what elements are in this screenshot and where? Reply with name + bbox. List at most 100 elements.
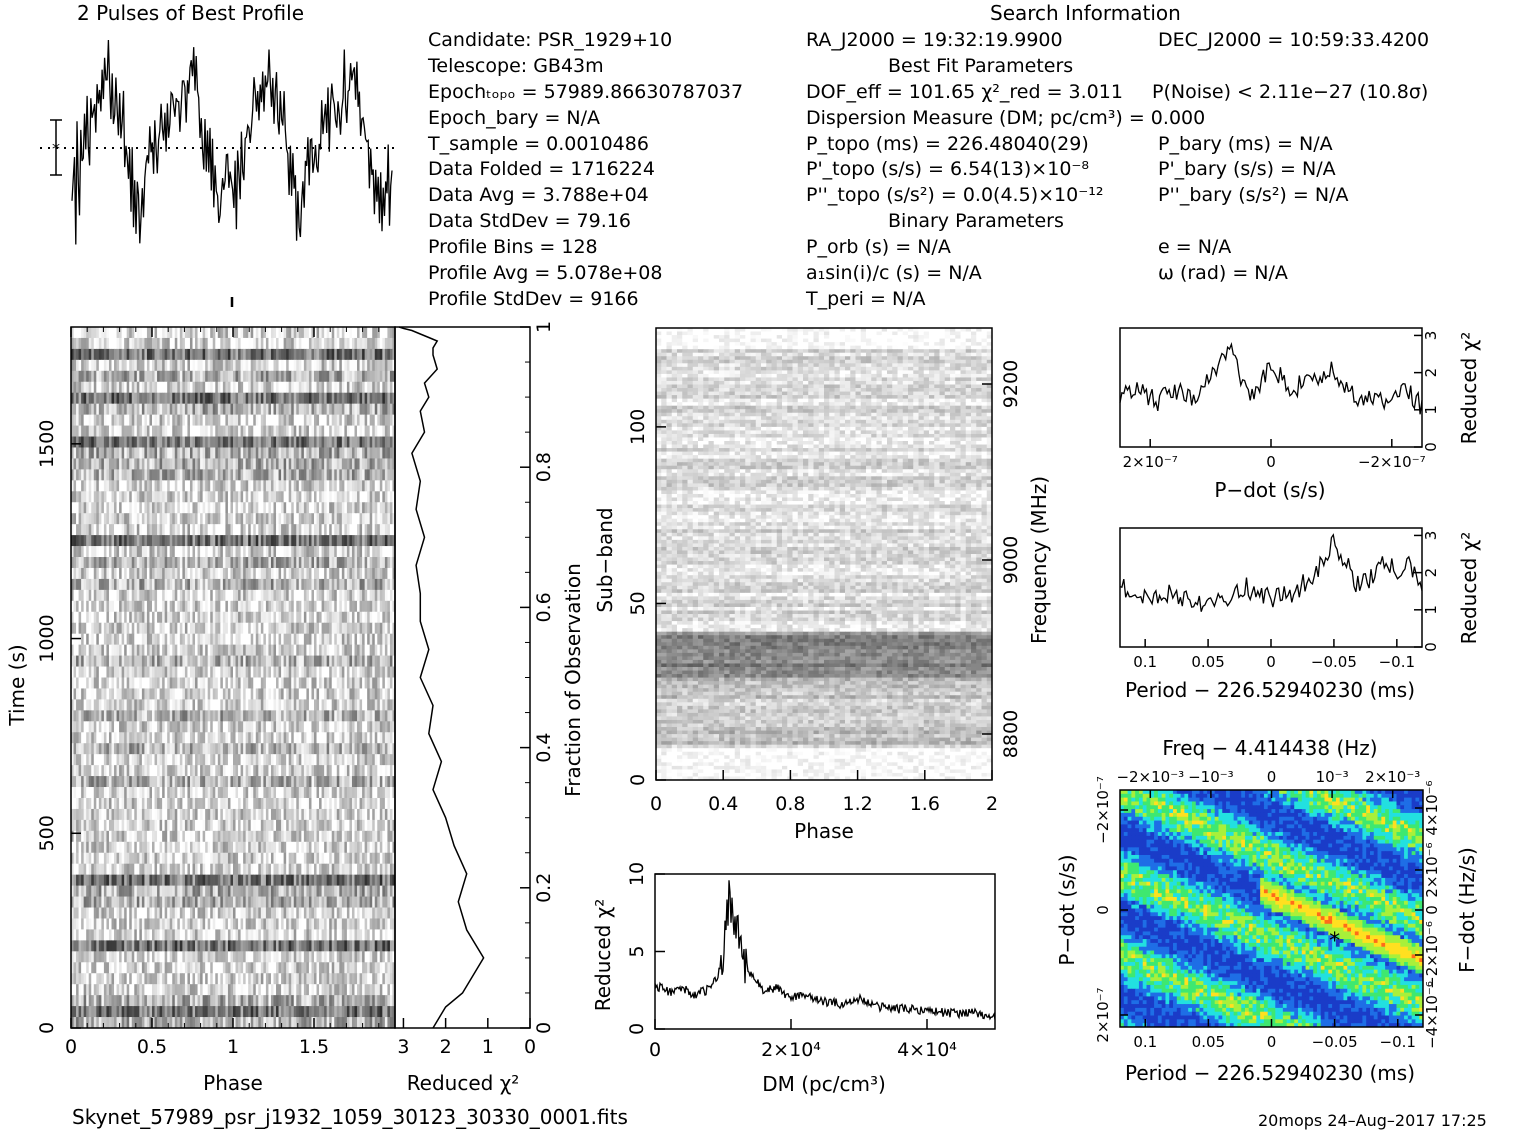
heatmap-cell [103, 513, 107, 525]
heatmap-cell [91, 436, 95, 448]
heatmap-cell [369, 644, 373, 656]
heatmap-cell [212, 567, 216, 580]
heatmap-cell [131, 348, 135, 361]
heatmap-cell [227, 370, 231, 383]
heatmap-cell [306, 688, 310, 700]
heatmap-cell [379, 436, 383, 448]
heatmap-cell [331, 600, 335, 613]
heatmap-cell [268, 502, 272, 514]
info-candidate: Candidate: PSR_1929+10 [428, 31, 672, 50]
heatmap-cell [172, 655, 176, 667]
heatmap-cell [187, 699, 191, 711]
heatmap-cell [334, 403, 338, 416]
heatmap-cell [240, 666, 244, 678]
heatmap-cell [263, 524, 267, 536]
heatmap-cell [154, 502, 158, 514]
heatmap-cell [379, 721, 383, 733]
heatmap-cell [339, 699, 343, 711]
heatmap-cell [119, 600, 123, 613]
heatmap-cell [187, 447, 191, 459]
heatmap-cell [88, 414, 92, 426]
heatmap-cell [362, 327, 366, 339]
heatmap-cell [260, 710, 264, 722]
heatmap-cell [83, 327, 87, 339]
heatmap-cell [321, 589, 325, 602]
heatmap-cell [103, 611, 107, 624]
heatmap-cell [278, 524, 282, 536]
heatmap-cell [250, 359, 254, 372]
heatmap-cell [152, 655, 155, 667]
heatmap-cell [372, 327, 376, 339]
heatmap-cell [250, 666, 254, 678]
heatmap-cell [182, 469, 186, 481]
heatmap-cell [164, 699, 168, 711]
heatmap-cell [124, 502, 128, 514]
heatmap-cell [182, 743, 186, 755]
heatmap-cell [319, 359, 322, 372]
heatmap-cell [319, 524, 322, 536]
heatmap-cell [281, 699, 285, 711]
heatmap-cell [189, 721, 193, 733]
heatmap-cell [96, 513, 100, 525]
heatmap-cell [288, 403, 292, 416]
heatmap-cell [240, 535, 244, 547]
heatmap-cell [238, 688, 241, 700]
heatmap-cell [367, 348, 371, 361]
heatmap-cell [258, 513, 262, 525]
heatmap-cell [169, 458, 173, 470]
heatmap-cell [98, 677, 102, 689]
heatmap-cell [301, 403, 305, 416]
heatmap-cell [210, 392, 214, 405]
heatmap-cell [98, 589, 102, 602]
heatmap-cell [152, 502, 155, 514]
heatmap-cell [71, 743, 74, 755]
heatmap-cell [114, 381, 117, 394]
heatmap-cell [357, 370, 360, 383]
heatmap-cell [83, 644, 87, 656]
heatmap-cell [149, 392, 153, 405]
heatmap-cell [283, 348, 287, 361]
heatmap-cell [184, 436, 188, 448]
heatmap-cell [167, 633, 171, 646]
heatmap-cell [291, 327, 295, 339]
heatmap-cell [270, 644, 274, 656]
heatmap-cell [243, 677, 247, 689]
heatmap-cell [149, 480, 153, 492]
heatmap-cell [298, 655, 302, 667]
heatmap-cell [83, 589, 87, 602]
heatmap-cell [96, 337, 100, 350]
heatmap-cell [331, 546, 335, 558]
heatmap-cell [369, 688, 373, 700]
heatmap-cell [384, 337, 388, 350]
heatmap-cell [384, 721, 388, 733]
info-pdd-topo: P''_topo (s/s²) = 0.0(4.5)×10⁻¹² [806, 186, 1103, 205]
heatmap-cell [189, 589, 193, 602]
heatmap-cell [258, 381, 262, 394]
heatmap-cell [124, 337, 128, 350]
heatmap-cell [114, 447, 117, 459]
heatmap-cell [207, 546, 211, 558]
heatmap-cell [311, 546, 315, 558]
heatmap-cell [334, 524, 338, 536]
heatmap-cell [152, 732, 155, 744]
heatmap-cell [263, 425, 267, 437]
heatmap-cell [207, 622, 211, 635]
heatmap-cell [227, 513, 231, 525]
heatmap-cell [101, 633, 105, 646]
heatmap-cell [169, 403, 173, 416]
heatmap-cell [111, 743, 115, 755]
heatmap-cell [225, 743, 229, 755]
heatmap-cell [230, 633, 234, 646]
heatmap-cell [238, 447, 241, 459]
heatmap-cell [258, 535, 262, 547]
heatmap-cell [192, 589, 196, 602]
heatmap-cell [319, 436, 322, 448]
heatmap-cell [359, 502, 363, 514]
heatmap-cell [248, 633, 252, 646]
heatmap-cell [359, 381, 363, 394]
heatmap-cell [197, 699, 201, 711]
heatmap-cell [235, 447, 239, 459]
heatmap-cell [157, 721, 160, 733]
heatmap-cell [149, 524, 153, 536]
heatmap-cell [238, 480, 241, 492]
